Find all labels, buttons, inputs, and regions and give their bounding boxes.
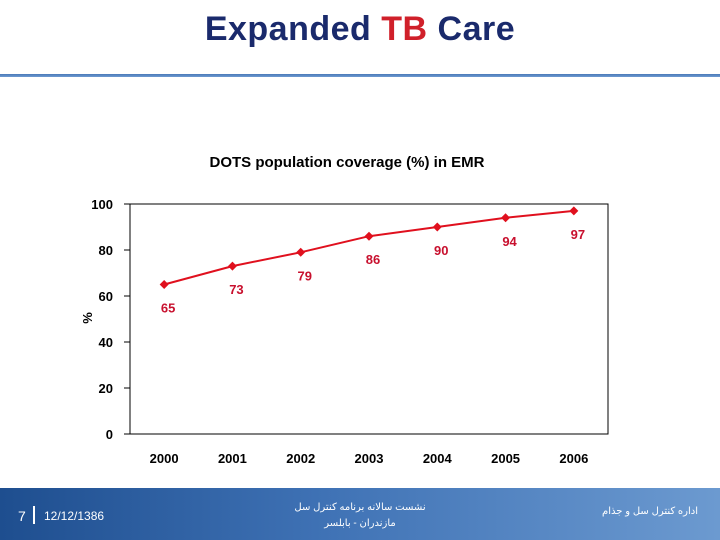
data-label: 79 [297, 268, 311, 283]
x-tick-label: 2006 [559, 451, 588, 466]
data-point-marker [432, 222, 442, 232]
footer-event-line1: نشست سالانه برنامه کنترل سل [294, 502, 426, 513]
x-tick-label: 2005 [491, 451, 520, 466]
data-point-marker [501, 213, 511, 223]
x-tick-label: 2004 [423, 451, 453, 466]
data-label: 90 [434, 243, 448, 258]
data-point-marker [227, 261, 237, 271]
data-label: 65 [161, 301, 175, 316]
data-point-marker [569, 206, 579, 216]
slide-title-part1: Expanded [204, 10, 382, 48]
data-point-marker [364, 231, 374, 241]
slide-title-part2: Care [427, 10, 516, 48]
x-tick-label: 2001 [218, 451, 247, 466]
x-tick-label: 2000 [150, 451, 179, 466]
y-tick-label: 0 [106, 427, 113, 442]
x-tick-label: 2002 [286, 451, 315, 466]
x-tick-label: 2003 [355, 451, 384, 466]
data-label: 86 [366, 252, 380, 267]
data-label: 94 [502, 234, 517, 249]
footer-event: نشست سالانه برنامه کنترل سل مازندران - ب… [260, 500, 460, 532]
slide-title-accent: TB [381, 10, 428, 48]
y-tick-label: 100 [91, 197, 113, 212]
chart-title: DOTS population coverage (%) in EMR [209, 154, 484, 171]
data-label: 97 [571, 227, 585, 242]
data-label: 73 [229, 282, 243, 297]
footer-event-line2: مازندران - بابلسر [324, 518, 396, 529]
footer-date: 12/12/1386 [44, 509, 105, 523]
y-tick-label: 40 [99, 335, 113, 350]
y-tick-label: 20 [99, 381, 113, 396]
footer-page-number: 7 [18, 508, 26, 524]
y-axis-title: % [80, 312, 95, 324]
y-tick-label: 80 [99, 243, 113, 258]
series-coverage: 65 73 79 86 90 94 97 [159, 206, 585, 316]
coverage-chart: DOTS population coverage (%) in EMR % 0 2… [80, 154, 609, 466]
footer-separator [33, 506, 35, 524]
y-axis: 0 20 40 60 80 100 [91, 197, 130, 442]
x-axis: 2000 2001 2002 2003 2004 2005 2006 [150, 451, 589, 466]
y-tick-label: 60 [99, 289, 113, 304]
footer-organization: اداره کنترل سل و جذام [602, 506, 698, 517]
data-point-marker [159, 280, 169, 289]
title-divider [0, 74, 720, 77]
plot-frame [129, 203, 609, 435]
data-point-marker [296, 247, 306, 257]
footer-bar: 7 12/12/1386 نشست سالانه برنامه کنترل سل… [0, 488, 720, 540]
slide-title: Expanded TB Care [205, 10, 515, 48]
slide-title-area: Expanded TB Care [0, 10, 720, 49]
